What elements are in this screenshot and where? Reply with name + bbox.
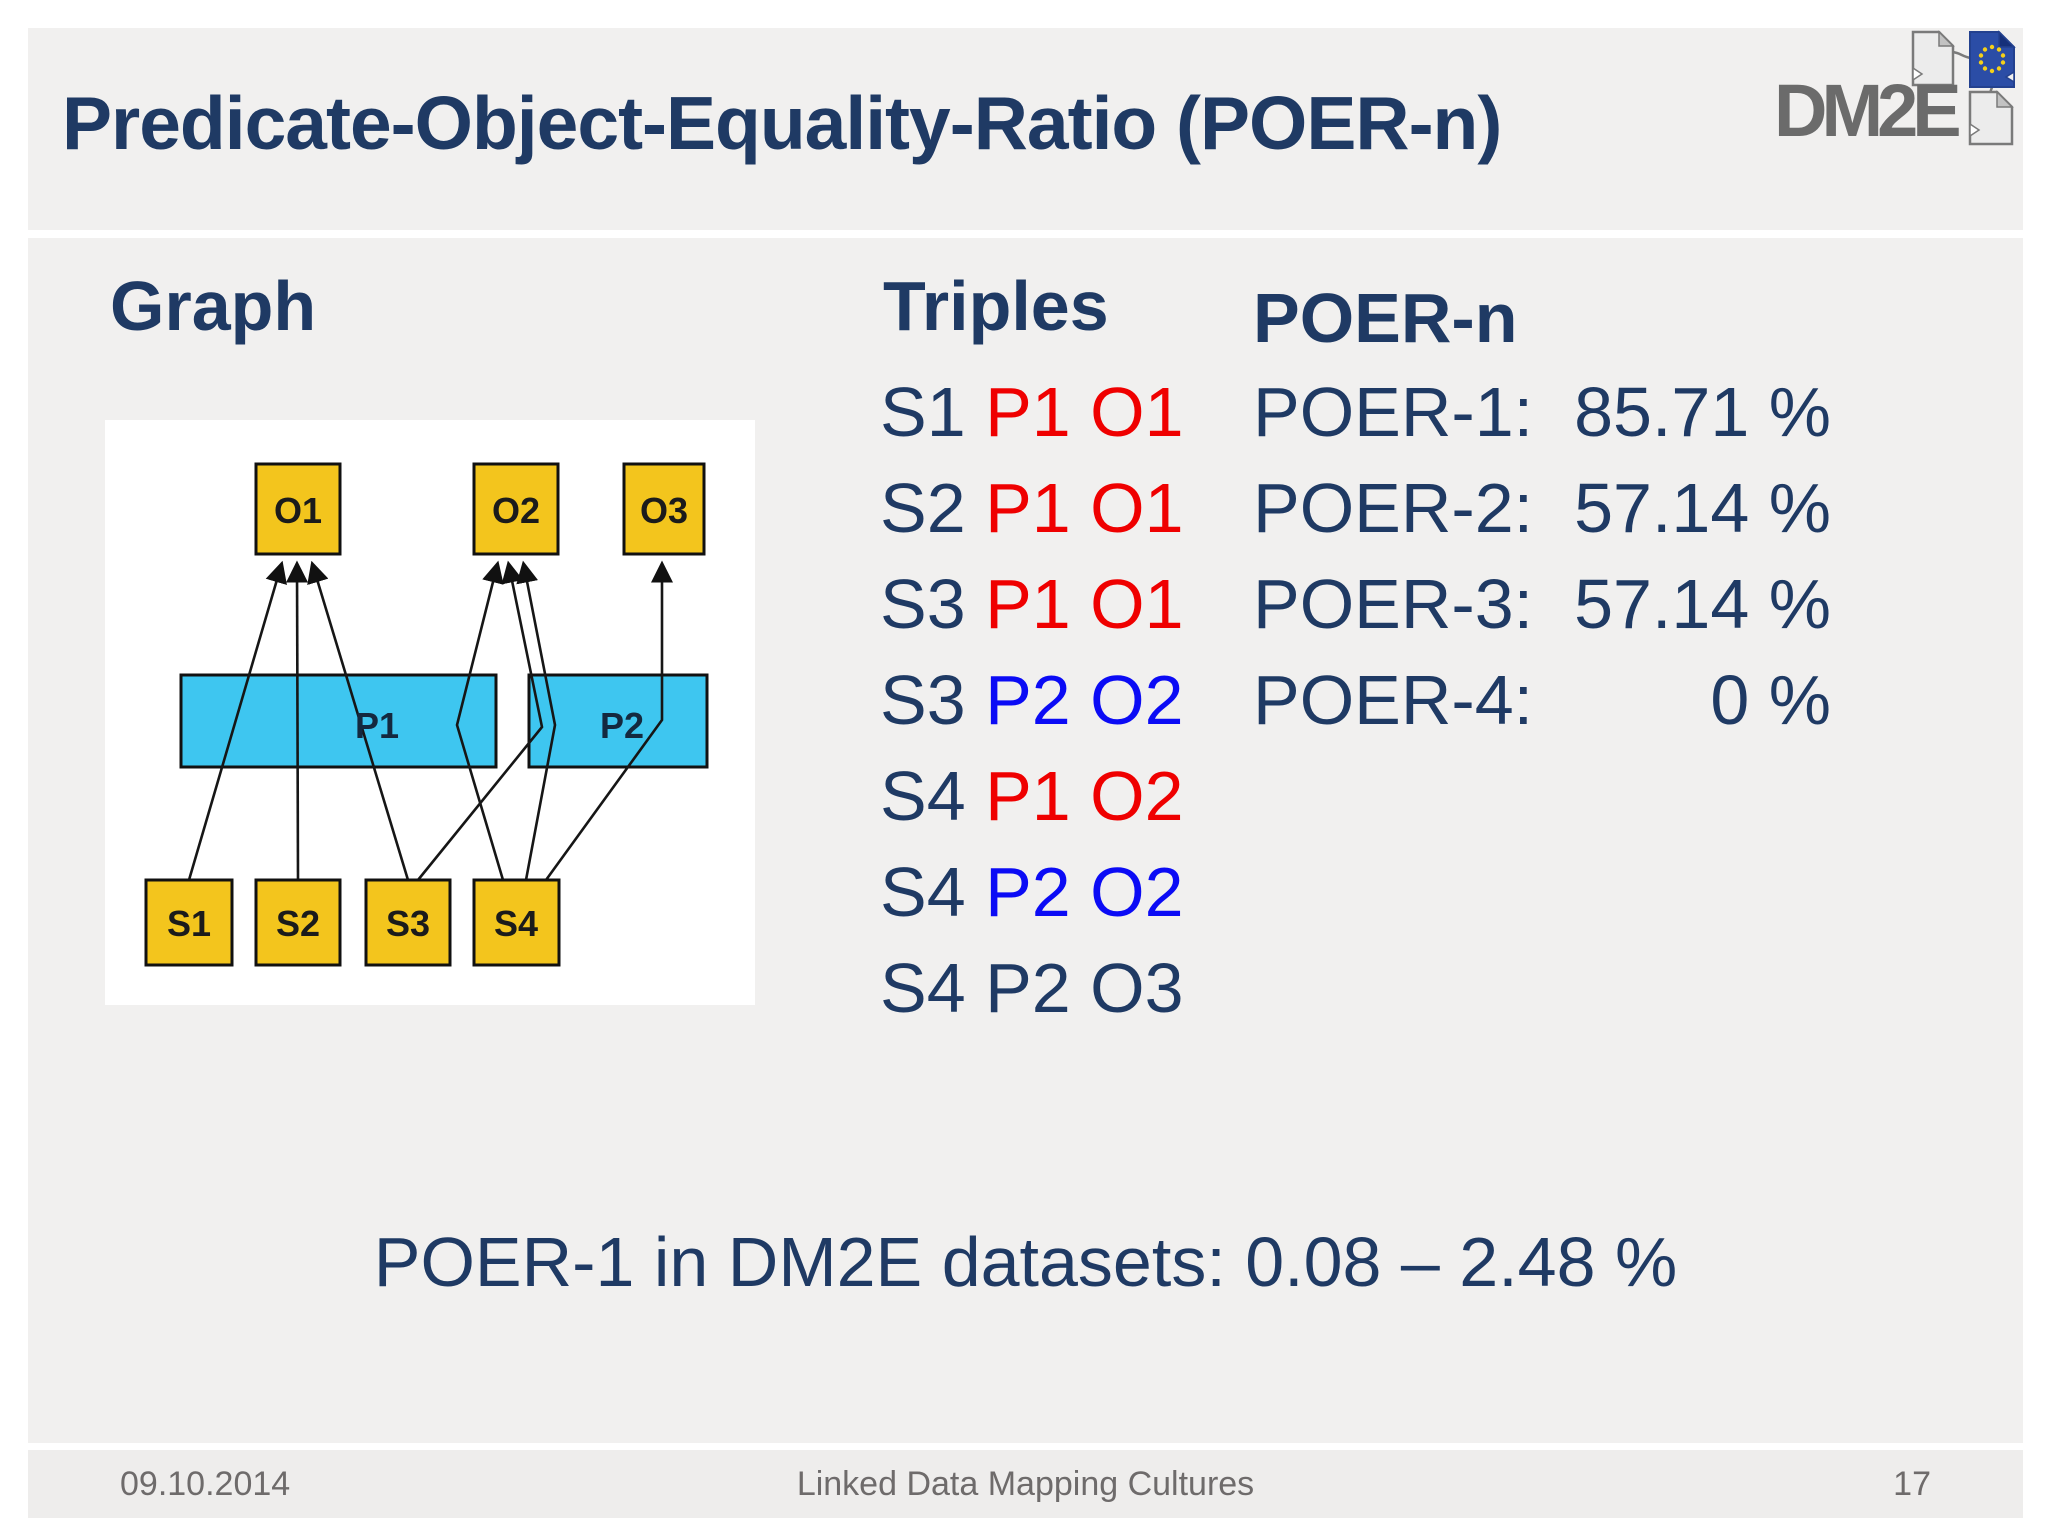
poer-value: 85.71 % [1574,373,1831,451]
triple-subject: S4 [880,949,966,1027]
poer-label: POER-1: [1253,373,1534,451]
triple-subject: S3 [880,661,966,739]
triple-po: P2 O2 [985,853,1184,931]
triple-po: P1 O1 [985,373,1184,451]
triple-subject: S4 [880,853,966,931]
triple-row: S2 P1 O1 [880,460,1184,556]
poer-value: 57.14 % [1574,565,1831,643]
triple-row: S4 P1 O2 [880,748,1184,844]
graph-diagram: O1 O2 O3 P1 P2 S1 S2 S3 S4 [144,462,709,967]
poer-row: POER-1: 85.71 % [1253,364,1831,460]
edge-s2-p1-o1 [286,560,309,881]
page-title: Predicate-Object-Equality-Ratio (POER-n) [62,81,1502,165]
triple-po: P1 O2 [985,757,1184,835]
triple-po: P2 O3 [985,949,1184,1027]
poer-value: 0 % [1710,661,1831,739]
subject-box-s4 [472,878,561,967]
graph-edges [187,560,674,881]
predicate-box-p1 [179,673,498,769]
footer-date: 09.10.2014 [120,1464,291,1503]
edge-s4-p1-o2 [455,560,505,881]
triple-po: P1 O1 [985,469,1184,547]
graph-heading: Graph [110,267,317,345]
triple-subject: S2 [880,469,966,547]
subject-box-s3 [364,878,452,967]
triples-list: S1 P1 O1 S2 P1 O1 S3 P1 O1 S3 P2 O2 S4 P… [880,364,1184,1036]
triple-po: P1 O1 [985,565,1184,643]
triple-row: S4 P2 O3 [880,940,1184,1036]
edge-s1-p1-o1 [187,560,287,881]
triple-row: S3 P1 O1 [880,556,1184,652]
footer-bar: 09.10.2014 Linked Data Mapping Cultures … [28,1450,2023,1518]
object-box-o1 [254,462,342,556]
predicate-label-p2: P2 [600,705,644,746]
eu-stars [1978,44,2006,74]
poer-label: POER-3: [1253,565,1534,643]
footer-page-number: 17 [1893,1464,1931,1503]
header-band [28,28,2023,230]
triple-po: P2 O2 [985,661,1184,739]
triple-subject: S1 [880,373,966,451]
predicate-box-p2 [527,673,709,769]
subject-label-s4: S4 [494,903,538,944]
poer-label: POER-4: [1253,661,1534,739]
graph-diagram-panel: O1 O2 O3 P1 P2 S1 S2 S3 S4 [105,420,755,1005]
subject-box-s1 [144,878,234,967]
triple-row: S4 P2 O2 [880,844,1184,940]
poer-value: 57.14 % [1574,469,1831,547]
subject-box-s2 [254,878,342,967]
logo-text: DM2E [1778,69,1959,146]
edge-s3-p2-o2 [416,560,544,881]
triple-row: S3 P2 O2 [880,652,1184,748]
edge-s3-p1-o1 [307,560,410,881]
poer-list: POER-1: 85.71 % POER-2: 57.14 % POER-3: 57.… [1253,364,1831,748]
triple-subject: S3 [880,565,966,643]
poer-row: POER-2: 57.14 % [1253,460,1831,556]
edge-s4-p2-o2 [516,560,557,881]
triple-subject: S4 [880,757,966,835]
footer-title: Linked Data Mapping Cultures [796,1464,1255,1503]
object-box-o3 [622,462,706,556]
triples-heading: Triples [883,267,1109,345]
edge-s4-p2-o3 [544,560,674,881]
document-icon-gray-top [1911,30,1955,87]
subject-label-s1: S1 [167,903,211,944]
object-label-o3: O3 [640,490,688,531]
object-box-o2 [472,462,560,556]
predicate-label-p1: P1 [355,705,399,746]
triple-row: S1 P1 O1 [880,364,1184,460]
poer-row: POER-3: 57.14 % [1253,556,1831,652]
dm2e-logo: DM2E [1778,30,2016,146]
statement-text: POER-1 in DM2E datasets: 0.08 – 2.48 % [373,1223,1678,1301]
subject-label-s2: S2 [276,903,320,944]
poer-row: POER-4: 0 % [1253,652,1831,748]
object-label-o1: O1 [274,490,322,531]
subject-label-s3: S3 [386,903,430,944]
poer-heading: POER-n [1253,279,1518,357]
object-label-o2: O2 [492,490,540,531]
poer-label: POER-2: [1253,469,1534,547]
document-icon-gray-bottom [1968,90,2014,146]
document-icon-eu-flag [1969,30,2016,88]
